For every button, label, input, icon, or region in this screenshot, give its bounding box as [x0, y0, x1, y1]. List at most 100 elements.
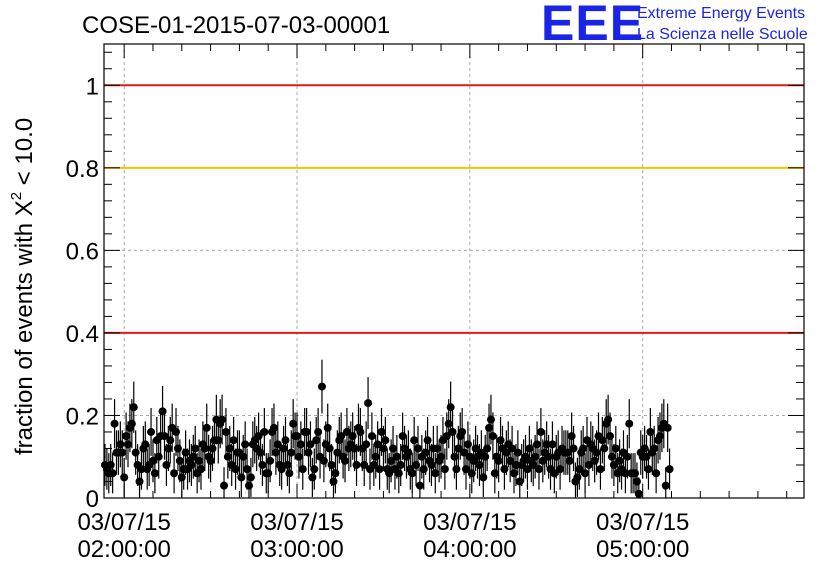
data-point	[600, 444, 609, 453]
logo-mark: EEE	[541, 0, 644, 51]
data-point	[364, 399, 373, 408]
data-point	[362, 440, 371, 449]
data-point	[283, 460, 292, 469]
data-point	[644, 465, 653, 474]
data-point	[308, 473, 317, 482]
data-point	[323, 423, 332, 432]
data-point	[665, 465, 674, 474]
data-point	[515, 477, 524, 486]
data-point	[463, 440, 472, 449]
data-point	[544, 452, 553, 461]
data-point	[172, 427, 181, 436]
data-point	[287, 448, 296, 457]
data-point	[483, 444, 492, 453]
data-point	[494, 456, 503, 465]
data-point	[310, 465, 319, 474]
data-point	[412, 460, 421, 469]
data-point	[160, 432, 169, 441]
data-point	[556, 465, 565, 474]
data-point	[285, 469, 294, 478]
data-point	[452, 465, 461, 474]
data-point	[218, 415, 227, 424]
data-point	[348, 432, 357, 441]
data-point	[187, 460, 196, 469]
data-point	[510, 469, 519, 478]
data-point	[381, 436, 390, 445]
data-point	[475, 460, 484, 469]
data-point	[655, 432, 664, 441]
data-point	[496, 436, 505, 445]
data-point	[413, 444, 422, 453]
x-tick-date: 03/07/15	[596, 509, 689, 536]
data-point	[331, 469, 340, 478]
y-tick-label: 0.8	[66, 156, 99, 183]
data-point	[177, 473, 186, 482]
data-point	[646, 427, 655, 436]
data-point	[611, 444, 620, 453]
data-point	[200, 444, 209, 453]
data-point	[195, 456, 204, 465]
data-point	[431, 469, 440, 478]
data-point	[625, 419, 634, 428]
data-point	[166, 436, 175, 445]
data-point	[373, 440, 382, 449]
data-point	[175, 456, 184, 465]
data-point	[110, 419, 119, 428]
data-point	[170, 469, 179, 478]
x-axis: 03/07/1502:00:0003/07/1503:00:0003/07/15…	[77, 44, 788, 563]
data-point	[206, 456, 215, 465]
data-point	[371, 452, 380, 461]
y-tick-label: 0.6	[66, 238, 99, 265]
data-point	[379, 444, 388, 453]
data-point	[289, 419, 298, 428]
data-point	[415, 481, 424, 490]
data-point	[191, 444, 200, 453]
data-point	[375, 465, 384, 474]
data-point	[225, 444, 234, 453]
data-point	[398, 432, 407, 441]
data-point	[394, 469, 403, 478]
data-point	[141, 440, 150, 449]
data-point	[485, 423, 494, 432]
data-point	[490, 469, 499, 478]
data-point	[481, 452, 490, 461]
data-point	[302, 427, 311, 436]
data-point	[598, 436, 607, 445]
data-point	[350, 444, 359, 453]
data-point	[325, 444, 334, 453]
data-point	[118, 448, 127, 457]
data-point	[423, 436, 432, 445]
data-point	[488, 432, 497, 441]
data-point	[548, 440, 557, 449]
data-point	[312, 436, 321, 445]
data-point	[615, 456, 624, 465]
data-point	[162, 460, 171, 469]
data-point	[663, 423, 672, 432]
data-point	[536, 427, 545, 436]
plot-frame	[103, 43, 805, 499]
data-point	[131, 448, 140, 457]
data-point	[208, 444, 217, 453]
data-point	[127, 419, 136, 428]
data-point	[404, 448, 413, 457]
data-point	[329, 477, 338, 486]
data-point	[450, 452, 459, 461]
data-point	[124, 440, 133, 449]
data-point	[220, 481, 229, 490]
x-tick-time: 03:00:00	[250, 536, 343, 563]
data-point	[440, 465, 449, 474]
data-point	[632, 477, 641, 486]
data-point	[116, 440, 125, 449]
x-tick-date: 03/07/15	[423, 509, 516, 536]
data-point	[569, 444, 578, 453]
data-point	[419, 465, 428, 474]
y-tick-label: 0.2	[66, 403, 99, 430]
data-point	[317, 382, 326, 391]
y-axis-label-exponent: 2	[8, 192, 25, 200]
data-point	[448, 427, 457, 436]
x-tick-time: 04:00:00	[423, 536, 516, 563]
x-tick-date: 03/07/15	[77, 509, 170, 536]
data-point	[258, 460, 267, 469]
data-point	[433, 444, 442, 453]
